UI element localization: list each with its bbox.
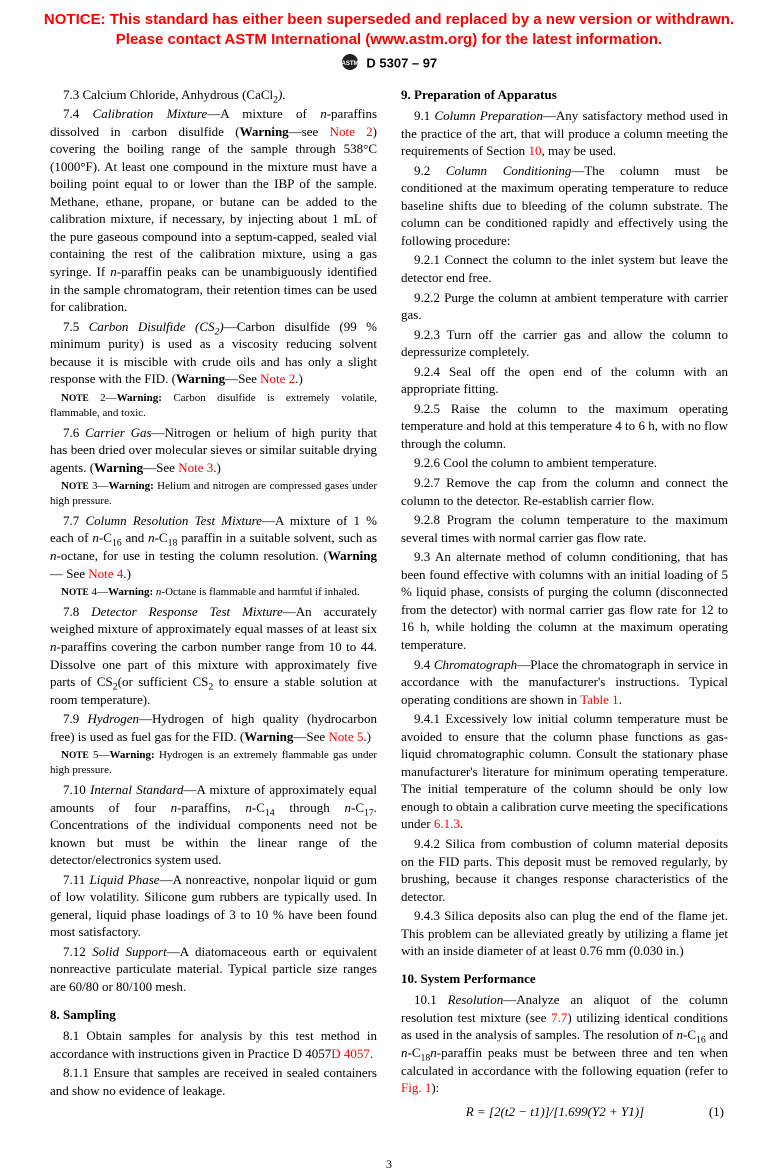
link-note-2b[interactable]: Note 2 <box>260 371 295 386</box>
notice-line-1: NOTICE: This standard has either been su… <box>44 11 734 28</box>
link-6-1-3[interactable]: 6.1.3 <box>434 816 460 831</box>
para-9-2-2: 9.2.2 Purge the column at ambient temper… <box>401 289 728 324</box>
para-7-8: 7.8 Detector Response Test Mixture—An ac… <box>50 603 377 708</box>
link-note-5[interactable]: Note 5 <box>328 729 363 744</box>
link-section-10[interactable]: 10 <box>528 143 541 158</box>
notice-line-2: Please contact ASTM International (www.a… <box>116 31 662 48</box>
link-d4057[interactable]: D 4057 <box>331 1046 370 1061</box>
svg-text:ASTM: ASTM <box>341 61 358 67</box>
para-9-2-5: 9.2.5 Raise the column to the maximum op… <box>401 400 728 453</box>
para-7-10: 7.10 Internal Standard—A mixture of appr… <box>50 781 377 869</box>
note-5: NOTE 5—Warning: Hydrogen is an extremely… <box>50 748 377 778</box>
para-7-9: 7.9 Hydrogen—Hydrogen of high quality (h… <box>50 710 377 745</box>
document-id: D 5307 – 97 <box>366 56 437 71</box>
para-9-4-2: 9.4.2 Silica from combustion of column m… <box>401 835 728 905</box>
para-9-2-3: 9.2.3 Turn off the carrier gas and allow… <box>401 326 728 361</box>
para-9-4: 9.4 Chromatograph—Place the chromatograp… <box>401 656 728 709</box>
left-column: 7.3 Calcium Chloride, Anhydrous (CaCl2).… <box>50 86 377 1121</box>
note-4: NOTE 4—Warning: n-Octane is flammable an… <box>50 585 377 600</box>
section-10-heading: 10. System Performance <box>401 970 728 988</box>
section-8-heading: 8. Sampling <box>50 1006 377 1024</box>
para-8-1-1: 8.1.1 Ensure that samples are received i… <box>50 1064 377 1099</box>
para-9-1: 9.1 Column Preparation—Any satisfactory … <box>401 107 728 160</box>
para-7-3: 7.3 Calcium Chloride, Anhydrous (CaCl2). <box>50 86 377 104</box>
para-7-11: 7.11 Liquid Phase—A nonreactive, nonpola… <box>50 871 377 941</box>
link-7-7[interactable]: 7.7 <box>551 1010 567 1025</box>
para-7-12: 7.12 Solid Support—A diatomaceous earth … <box>50 943 377 996</box>
link-note-3[interactable]: Note 3 <box>178 460 213 475</box>
equation-number: (1) <box>709 1103 728 1121</box>
para-7-6: 7.6 Carrier Gas—Nitrogen or helium of hi… <box>50 424 377 477</box>
equation-1: R = [2(t2 − t1)]/[1.699(Y2 + Y1)] (1) <box>401 1103 728 1121</box>
note-2: NOTE 2—Warning: Carbon disulfide is extr… <box>50 391 377 421</box>
note-3: NOTE 3—Warning: Helium and nitrogen are … <box>50 479 377 509</box>
para-7-5: 7.5 Carbon Disulfide (CS2)—Carbon disulf… <box>50 318 377 388</box>
astm-logo-icon: ASTM <box>341 53 359 76</box>
para-9-2-4: 9.2.4 Seal off the open end of the colum… <box>401 363 728 398</box>
para-8-1: 8.1 Obtain samples for analysis by this … <box>50 1027 377 1062</box>
link-note-2[interactable]: Note 2 <box>330 124 373 139</box>
link-table-1[interactable]: Table 1 <box>580 692 618 707</box>
notice-banner: NOTICE: This standard has either been su… <box>0 0 778 53</box>
para-9-2-1: 9.2.1 Connect the column to the inlet sy… <box>401 251 728 286</box>
two-column-body: 7.3 Calcium Chloride, Anhydrous (CaCl2).… <box>0 86 778 1151</box>
page-number: 3 <box>0 1150 778 1172</box>
right-column: 9. Preparation of Apparatus 9.1 Column P… <box>401 86 728 1121</box>
para-9-4-3: 9.4.3 Silica deposits also can plug the … <box>401 907 728 960</box>
para-9-3: 9.3 An alternate method of column condit… <box>401 548 728 653</box>
para-9-2: 9.2 Column Conditioning—The column must … <box>401 162 728 250</box>
link-fig-1[interactable]: Fig. 1 <box>401 1080 431 1095</box>
section-9-heading: 9. Preparation of Apparatus <box>401 86 728 104</box>
link-note-4[interactable]: Note 4 <box>88 566 123 581</box>
document-header: ASTM D 5307 – 97 <box>0 53 778 86</box>
para-9-2-8: 9.2.8 Program the column temperature to … <box>401 511 728 546</box>
para-7-7: 7.7 Column Resolution Test Mixture—A mix… <box>50 512 377 582</box>
para-10-1: 10.1 Resolution—Analyze an aliquot of th… <box>401 991 728 1096</box>
para-9-4-1: 9.4.1 Excessively low initial column tem… <box>401 710 728 833</box>
para-9-2-6: 9.2.6 Cool the column to ambient tempera… <box>401 454 728 472</box>
para-7-4: 7.4 Calibration Mixture—A mixture of n-p… <box>50 105 377 316</box>
para-9-2-7: 9.2.7 Remove the cap from the column and… <box>401 474 728 509</box>
